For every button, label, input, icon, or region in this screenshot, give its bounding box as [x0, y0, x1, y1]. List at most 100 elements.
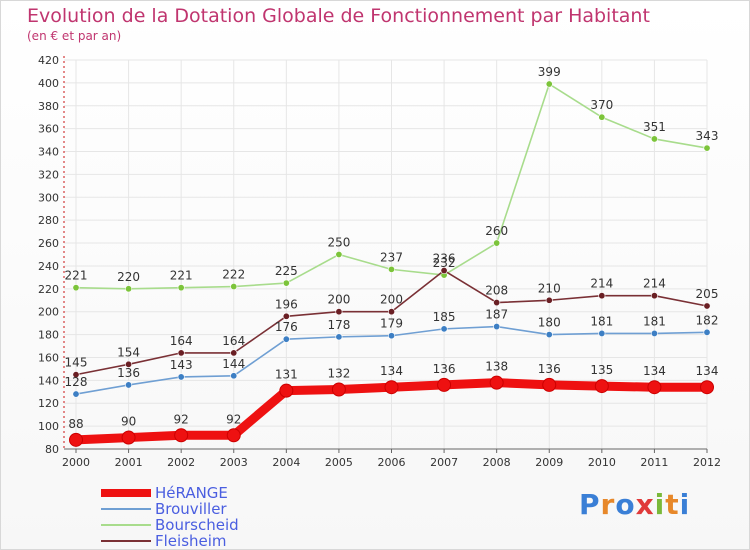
y-tick-label: 180	[38, 329, 59, 342]
data-point-brouviller	[598, 329, 606, 337]
y-tick-label: 160	[38, 351, 59, 364]
data-point-fleisheim	[335, 308, 343, 316]
data-label-h-range: 92	[174, 412, 189, 426]
x-tick-label: 2011	[640, 456, 668, 469]
data-point-brouviller	[282, 335, 290, 343]
data-label-h-range: 135	[590, 363, 613, 377]
data-label-h-range: 90	[121, 415, 136, 429]
brand-letter: o	[615, 488, 636, 521]
data-label-bourscheid: 221	[65, 269, 88, 283]
data-label-fleisheim: 210	[538, 281, 561, 295]
data-label-brouviller: 179	[380, 317, 403, 331]
x-tick-label: 2002	[167, 456, 195, 469]
data-point-fleisheim	[125, 360, 133, 368]
data-label-fleisheim: 164	[170, 334, 193, 348]
y-tick-label: 80	[45, 443, 59, 456]
data-label-h-range: 134	[696, 364, 719, 378]
x-tick-label: 2008	[483, 456, 511, 469]
data-label-fleisheim: 196	[275, 297, 298, 311]
data-label-h-range: 138	[485, 360, 508, 374]
data-label-brouviller: 176	[275, 320, 298, 334]
data-label-brouviller: 185	[433, 310, 456, 324]
data-point-bourscheid	[125, 285, 133, 293]
y-tick-label: 100	[38, 420, 59, 433]
series-layer	[69, 80, 714, 447]
y-tick-label: 240	[38, 260, 59, 273]
proxiti-logo: Proxiti	[579, 488, 690, 521]
data-point-bourscheid	[387, 265, 395, 273]
y-tick-label: 200	[38, 306, 59, 319]
data-label-fleisheim: 214	[590, 277, 613, 291]
data-label-bourscheid: 237	[380, 250, 403, 264]
y-tick-label: 360	[38, 123, 59, 136]
data-label-bourscheid: 221	[170, 269, 193, 283]
data-label-bourscheid: 351	[643, 120, 666, 134]
data-label-bourscheid: 222	[222, 268, 245, 282]
brand-letter: t	[665, 488, 680, 521]
legend-swatch	[101, 508, 151, 510]
data-point-fleisheim	[598, 292, 606, 300]
data-point-brouviller	[177, 373, 185, 381]
grid-layer	[64, 59, 708, 450]
x-tick-label: 2007	[430, 456, 458, 469]
legend-label: Fleisheim	[155, 532, 227, 550]
axis-layer: 80 100 120 140 160 180 200 220 240 260 280 300 320 34…	[38, 54, 721, 469]
legend-swatch	[101, 540, 151, 542]
data-label-bourscheid: 232	[433, 256, 456, 270]
data-point-brouviller	[493, 323, 501, 331]
data-point-h-range	[700, 380, 714, 395]
data-label-h-range: 92	[226, 412, 241, 426]
data-label-bourscheid: 225	[275, 264, 298, 278]
x-tick-label: 2005	[325, 456, 353, 469]
data-point-h-range	[647, 380, 662, 395]
x-tick-label: 2001	[115, 456, 143, 469]
data-point-brouviller	[230, 372, 238, 380]
data-label-h-range: 136	[538, 362, 561, 376]
x-tick-label: 2004	[272, 456, 300, 469]
data-label-fleisheim: 208	[485, 284, 508, 298]
data-point-fleisheim	[72, 371, 80, 379]
data-point-brouviller	[440, 325, 448, 333]
data-point-h-range	[594, 379, 609, 394]
brand-letter: x	[635, 488, 655, 521]
data-label-fleisheim: 205	[696, 287, 719, 301]
brand-letter: r	[600, 488, 616, 521]
data-label-fleisheim: 145	[65, 356, 88, 370]
data-point-fleisheim	[545, 296, 553, 304]
data-label-brouviller: 187	[485, 308, 508, 322]
brand-letter: P	[579, 488, 601, 521]
legend-label: Brouviller	[155, 500, 227, 518]
data-label-brouviller: 178	[327, 318, 350, 332]
data-point-h-range	[384, 380, 399, 395]
data-point-brouviller	[545, 331, 553, 339]
data-label-h-range: 136	[433, 362, 456, 376]
data-label-fleisheim: 236	[433, 252, 456, 266]
x-tick-label: 2000	[62, 456, 90, 469]
y-tick-label: 420	[38, 54, 59, 67]
data-point-fleisheim	[282, 312, 290, 320]
data-point-brouviller	[72, 390, 80, 398]
data-label-h-range: 88	[68, 417, 83, 431]
data-point-fleisheim	[650, 292, 658, 300]
data-point-bourscheid	[493, 239, 501, 247]
legend-label: HéRANGE	[155, 484, 228, 502]
data-point-h-range	[489, 375, 504, 390]
data-point-bourscheid	[72, 284, 80, 292]
y-tick-label: 260	[38, 237, 59, 250]
data-point-brouviller	[703, 328, 711, 336]
data-point-h-range	[437, 377, 452, 392]
data-point-h-range	[331, 382, 346, 397]
data-point-bourscheid	[282, 279, 290, 287]
x-tick-label: 2010	[588, 456, 616, 469]
data-label-bourscheid: 343	[696, 129, 719, 143]
data-label-brouviller: 181	[643, 314, 666, 328]
legend-label: Bourscheid	[155, 516, 239, 534]
data-label-fleisheim: 200	[327, 293, 350, 307]
data-point-bourscheid	[177, 284, 185, 292]
data-label-brouviller: 136	[117, 366, 140, 380]
data-label-brouviller: 143	[170, 358, 193, 372]
y-tick-label: 340	[38, 146, 59, 159]
data-label-bourscheid: 399	[538, 65, 561, 79]
data-label-brouviller: 128	[65, 375, 88, 389]
